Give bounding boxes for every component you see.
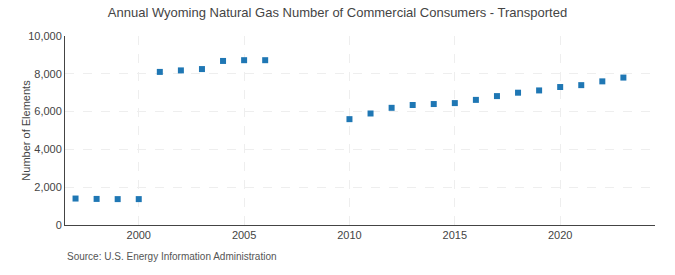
- svg-text:2010: 2010: [337, 229, 361, 241]
- svg-text:Number of Elements: Number of Elements: [20, 80, 32, 181]
- svg-text:Annual Wyoming Natural Gas Num: Annual Wyoming Natural Gas Number of Com…: [108, 5, 567, 20]
- svg-text:8,000: 8,000: [34, 68, 62, 80]
- svg-text:Source: U.S. Energy Informatio: Source: U.S. Energy Information Administ…: [67, 251, 277, 262]
- svg-text:2000: 2000: [127, 229, 151, 241]
- svg-text:0: 0: [56, 219, 62, 231]
- svg-text:2,000: 2,000: [34, 181, 62, 193]
- svg-text:2020: 2020: [548, 229, 572, 241]
- svg-text:2015: 2015: [443, 229, 467, 241]
- svg-text:10,000: 10,000: [28, 30, 62, 42]
- svg-text:4,000: 4,000: [34, 143, 62, 155]
- svg-text:2005: 2005: [232, 229, 256, 241]
- svg-text:6,000: 6,000: [34, 105, 62, 117]
